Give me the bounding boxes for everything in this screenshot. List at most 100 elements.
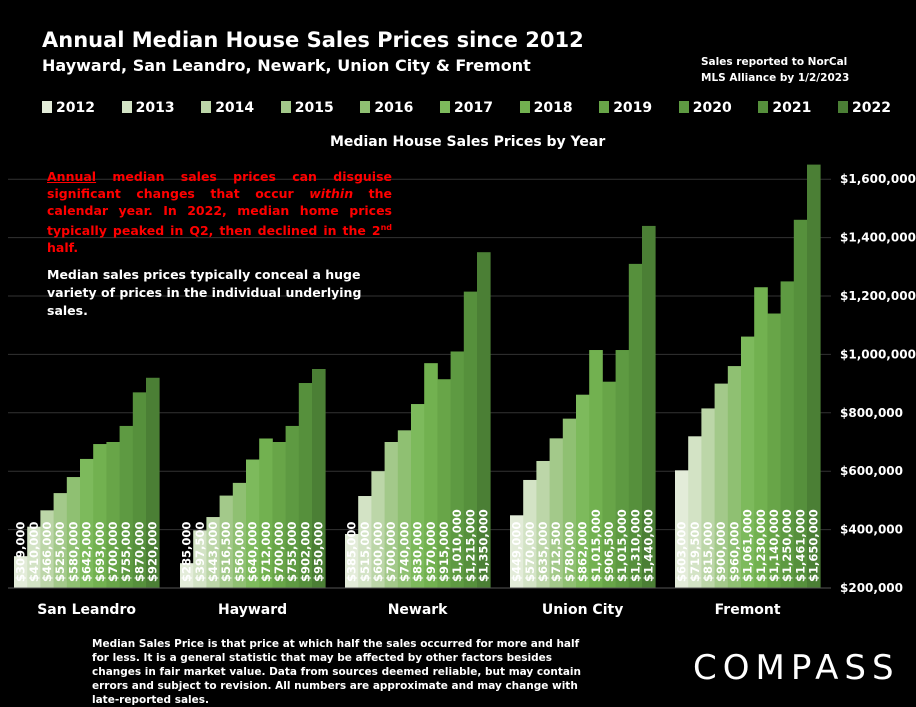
data-label: $640,000 — [246, 522, 260, 582]
chart-subtitle: Hayward, San Leandro, Newark, Union City… — [42, 56, 531, 75]
data-label: $1,010,000 — [450, 509, 464, 582]
annual-note-part-5: half. — [47, 240, 79, 256]
data-label: $1,461,000 — [793, 509, 807, 582]
data-label: $635,000 — [536, 522, 550, 582]
data-label: $960,000 — [727, 522, 741, 582]
legend: 2012 2013 2014 2015 2016 2017 2018 2019 2020 2021… — [42, 100, 912, 120]
y-tick-label: $200,000 — [840, 581, 903, 595]
annual-note: Annual median sales prices can disguise … — [47, 168, 392, 256]
legend-item-2017: 2017 — [440, 100, 493, 116]
bar-2016 — [562, 418, 577, 588]
bar-2018 — [754, 287, 768, 588]
bar-2021 — [298, 383, 313, 588]
legend-item-2016: 2016 — [360, 100, 413, 116]
data-label: $700,000 — [384, 522, 398, 582]
bar-2019 — [767, 313, 781, 588]
y-tick-label: $600,000 — [840, 464, 903, 478]
legend-swatch — [519, 101, 530, 113]
data-label: $285,000 — [180, 522, 194, 582]
variety-note: Median sales prices typically conceal a … — [47, 267, 362, 318]
data-label: $1,230,000 — [754, 509, 768, 582]
bar-2020 — [450, 351, 465, 588]
legend-label: 2017 — [454, 100, 493, 116]
data-label: $449,000 — [510, 522, 524, 582]
category-label: San Leandro — [37, 602, 136, 618]
bar-2012 — [675, 470, 689, 588]
data-label: $1,015,000 — [589, 509, 603, 582]
bar-2014 — [536, 460, 550, 588]
bar-2016 — [232, 482, 247, 588]
data-label: $915,000 — [437, 522, 451, 582]
legend-label: 2018 — [533, 100, 573, 116]
bar-2014 — [206, 517, 220, 588]
bar-2015 — [714, 383, 729, 588]
bar-2019 — [272, 442, 286, 588]
bar-2015 — [219, 495, 234, 588]
legend-label: 2019 — [613, 100, 653, 116]
bar-2015 — [549, 438, 564, 588]
bar-2013 — [193, 530, 207, 588]
bar-2017 — [80, 458, 94, 588]
bar-2016 — [397, 430, 412, 588]
legend-label: 2014 — [215, 100, 255, 116]
data-label: $466,000 — [40, 522, 54, 582]
bar-2018 — [259, 438, 273, 588]
source-line-2: MLS Alliance by 1/2/2023 — [701, 72, 850, 84]
legend-item-2015: 2015 — [280, 100, 334, 116]
data-label: $902,000 — [298, 522, 312, 582]
category-label: Fremont — [715, 602, 781, 618]
data-label: $443,000 — [206, 522, 220, 582]
data-label: $525,000 — [53, 522, 67, 582]
bar-2016 — [66, 477, 81, 588]
bar-2021 — [628, 263, 643, 588]
legend-item-2018: 2018 — [519, 100, 573, 116]
legend-swatch — [201, 101, 212, 113]
bar-2022 — [146, 377, 160, 588]
y-tick-label: $1,000,000 — [840, 347, 916, 361]
bar-2020 — [615, 350, 630, 588]
bar-2014 — [701, 408, 715, 588]
data-label: $712,500 — [549, 522, 563, 582]
y-tick-label: $1,400,000 — [840, 231, 916, 245]
bar-2017 — [576, 394, 590, 588]
legend-label: 2020 — [692, 100, 732, 116]
data-label: $700,000 — [272, 522, 286, 582]
data-label: $570,000 — [523, 522, 537, 582]
y-tick-label: $400,000 — [840, 523, 903, 537]
data-label: $1,250,000 — [780, 509, 794, 582]
category-label: Hayward — [218, 602, 287, 618]
legend-item-2022: 2022 — [838, 100, 891, 116]
data-label: $755,000 — [119, 522, 133, 582]
data-label: $862,000 — [576, 522, 590, 582]
data-label: $700,000 — [106, 522, 120, 582]
bar-2013 — [523, 479, 537, 588]
bar-2015 — [384, 442, 399, 588]
bar-2018 — [93, 444, 107, 588]
data-label: $580,000 — [66, 522, 80, 582]
bar-2022 — [312, 369, 326, 588]
y-tick-label: $1,200,000 — [840, 289, 916, 303]
data-label: $920,000 — [146, 522, 160, 582]
data-label: $410,000 — [27, 522, 41, 582]
bar-2012 — [510, 515, 524, 588]
bar-2019 — [602, 381, 616, 588]
bar-2020 — [285, 425, 300, 588]
y-tick-label: $800,000 — [840, 406, 903, 420]
bar-2020 — [780, 281, 795, 588]
data-label: $309,000 — [14, 522, 28, 582]
data-label: $950,000 — [312, 522, 326, 582]
bar-2012 — [14, 556, 28, 588]
data-label: $560,000 — [232, 522, 246, 582]
bar-2017 — [741, 336, 755, 588]
data-label: $906,500 — [602, 522, 616, 582]
data-label: $515,000 — [358, 522, 372, 582]
legend-item-2019: 2019 — [599, 100, 652, 116]
legend-label: 2015 — [294, 100, 334, 116]
legend-swatch — [440, 101, 450, 113]
bar-2012 — [345, 533, 359, 588]
bar-2015 — [53, 493, 68, 588]
bar-2019 — [106, 442, 120, 588]
bar-2013 — [27, 526, 41, 588]
bar-2012 — [180, 563, 194, 588]
legend-label: 2013 — [135, 100, 175, 116]
